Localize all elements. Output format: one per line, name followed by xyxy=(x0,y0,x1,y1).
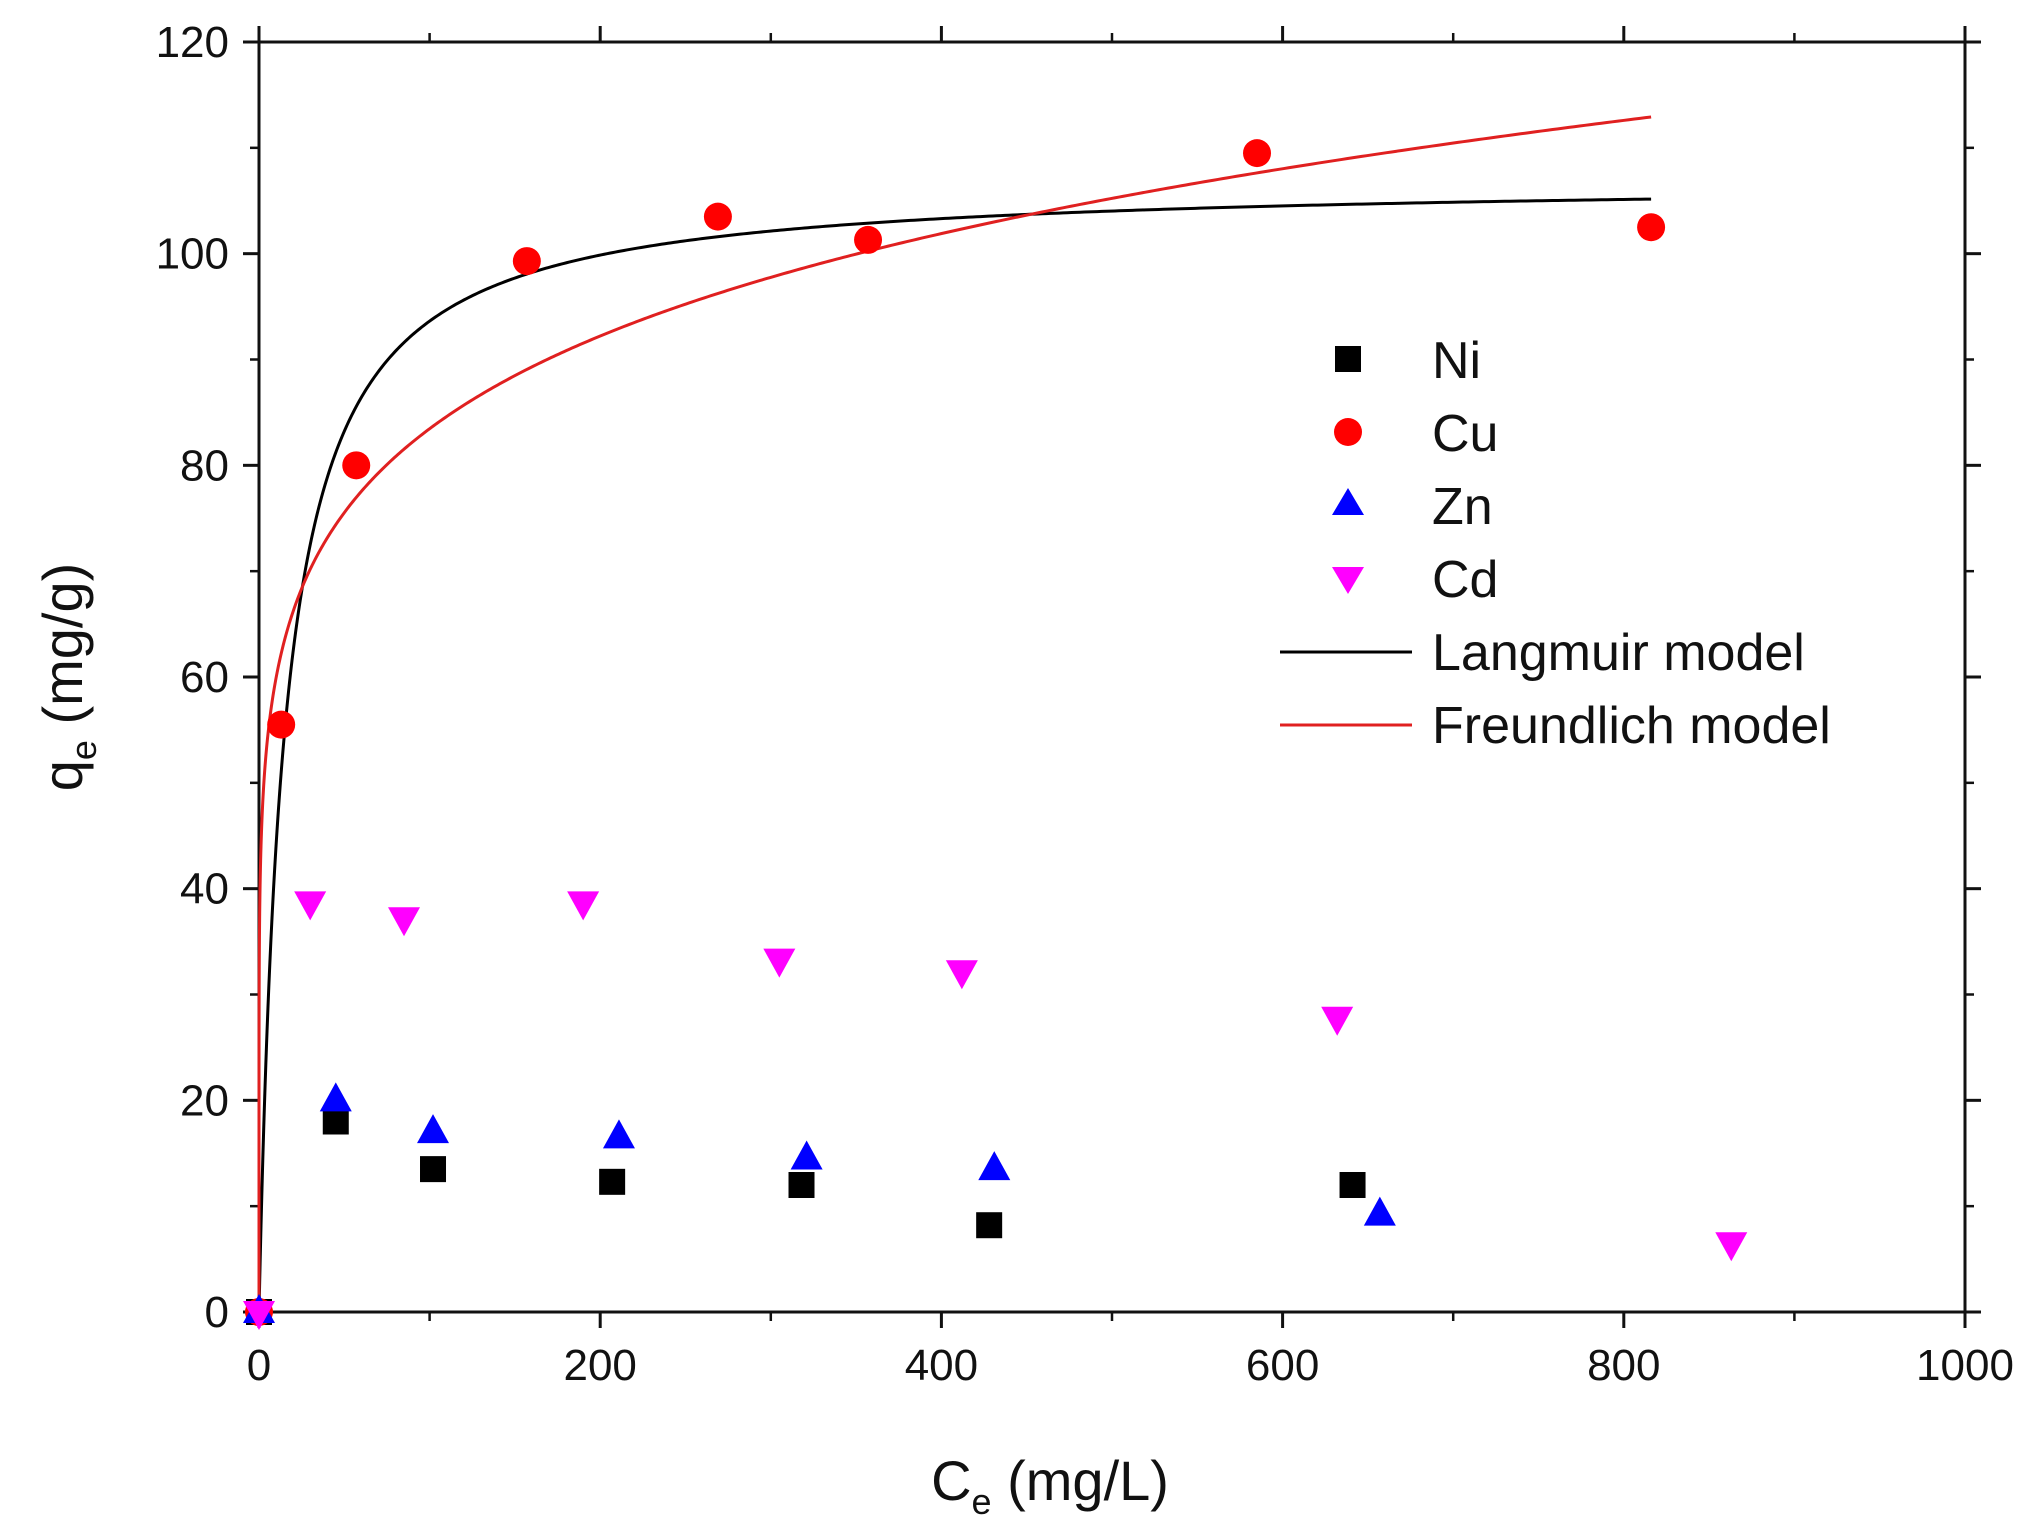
y-tick-label: 100 xyxy=(156,230,229,279)
point-cu xyxy=(1243,139,1272,168)
fit-curves xyxy=(257,115,1652,1313)
y-axis-title: qe (mg/g) xyxy=(31,563,104,792)
legend-marker-ni xyxy=(1335,346,1361,372)
legend-item-ni: Ni xyxy=(1335,332,1481,390)
point-cu xyxy=(512,247,541,276)
point-zn xyxy=(978,1151,1011,1181)
legend-item-cd: Cd xyxy=(1332,551,1498,609)
x-tick-label: 400 xyxy=(905,1341,978,1390)
point-cu xyxy=(1637,213,1666,242)
y-tick-label: 80 xyxy=(180,441,229,490)
point-cd xyxy=(567,891,600,921)
legend-label-freundlich: Freundlich model xyxy=(1432,697,1831,755)
legend-marker-cd xyxy=(1332,567,1364,594)
x-tick-label: 600 xyxy=(1246,1341,1319,1390)
y-tick-label: 40 xyxy=(180,865,229,914)
point-cu xyxy=(854,225,883,254)
point-ni xyxy=(1339,1172,1366,1198)
legend-label-zn: Zn xyxy=(1432,478,1493,536)
legend-item-zn: Zn xyxy=(1332,478,1493,536)
legend-item-freundlich: Freundlich model xyxy=(1280,697,1831,755)
x-tick-label: 0 xyxy=(247,1341,271,1390)
point-ni xyxy=(976,1212,1003,1239)
x-tick-label: 800 xyxy=(1587,1341,1660,1390)
point-cd xyxy=(388,907,421,937)
y-tick-label: 60 xyxy=(180,653,229,702)
point-zn xyxy=(319,1082,352,1112)
y-tick-label: 0 xyxy=(205,1288,229,1337)
y-tick-label: 20 xyxy=(180,1076,229,1125)
point-ni xyxy=(420,1156,447,1183)
x-tick-label: 1000 xyxy=(1916,1341,2014,1390)
point-cu xyxy=(342,451,371,480)
point-ni xyxy=(322,1108,349,1135)
legend-label-cu: Cu xyxy=(1432,405,1498,463)
x-axis-title: Ce (mg/L) xyxy=(931,1449,1169,1522)
point-ni xyxy=(599,1168,626,1195)
point-zn xyxy=(790,1140,823,1170)
legend-marker-cu xyxy=(1334,418,1362,446)
legend-label-cd: Cd xyxy=(1432,551,1498,609)
point-cd xyxy=(294,891,327,921)
fit-line-freundlich xyxy=(257,115,1652,1313)
data-points xyxy=(243,139,1748,1330)
point-ni xyxy=(788,1172,815,1198)
point-zn xyxy=(417,1114,450,1144)
point-cu xyxy=(267,710,296,739)
fit-line-langmuir xyxy=(257,197,1652,1313)
point-zn xyxy=(602,1119,635,1149)
y-tick-label: 120 xyxy=(156,18,229,67)
legend: Ni Cu Zn Cd Langmuir model Freundlich mo… xyxy=(1280,332,1831,755)
point-cu xyxy=(703,202,732,231)
legend-marker-zn xyxy=(1332,488,1364,515)
x-tick-label: 200 xyxy=(563,1341,636,1390)
point-cd xyxy=(243,1301,275,1330)
legend-item-cu: Cu xyxy=(1334,405,1498,463)
legend-item-langmuir: Langmuir model xyxy=(1280,624,1805,682)
legend-label-langmuir: Langmuir model xyxy=(1432,624,1805,682)
point-zn xyxy=(1363,1196,1396,1226)
point-cd xyxy=(1715,1232,1748,1262)
axis-ticks: 0 200 400 600 800 1000 0 20 40 60 80 100 120 xyxy=(156,18,2014,1390)
legend-label-ni: Ni xyxy=(1432,332,1481,390)
point-cd xyxy=(763,948,796,978)
point-cd xyxy=(1321,1006,1354,1036)
point-cd xyxy=(945,960,978,990)
